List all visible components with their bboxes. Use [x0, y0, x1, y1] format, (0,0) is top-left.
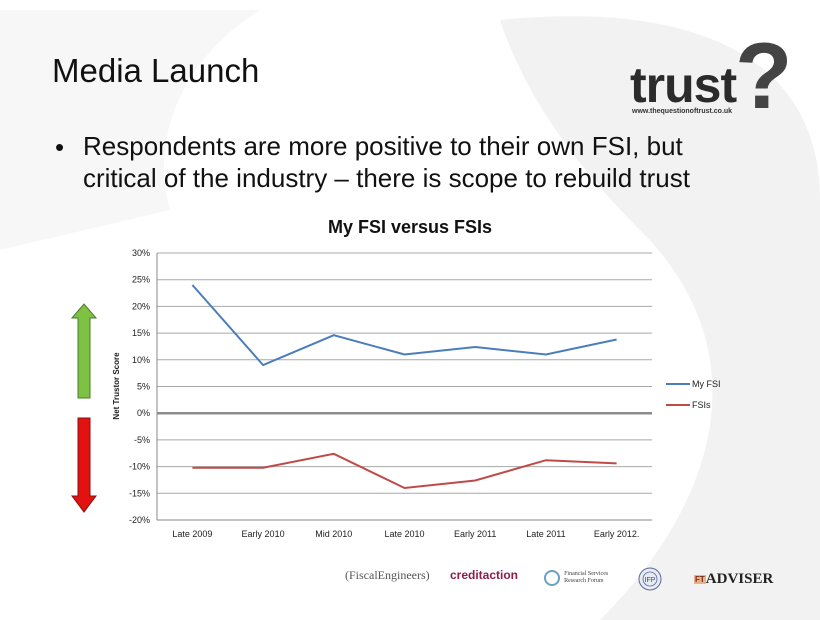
y-tick-label: -5% [134, 435, 150, 445]
fsrf-text: Financial Services Research Forum [564, 571, 609, 584]
y-tick-label: 30% [132, 248, 150, 258]
fsrf-circle-icon [544, 570, 560, 586]
trust-logo-url: www.thequestionoftrust.co.uk [632, 108, 733, 115]
creditaction-logo: creditaction [450, 568, 518, 582]
legend-label: My FSI [692, 379, 721, 389]
ft-adviser-logo: FTADVISER [694, 571, 773, 588]
chart-series [191, 284, 617, 490]
y-tick-label: -10% [129, 462, 150, 472]
x-tick-label: Mid 2010 [315, 529, 352, 539]
x-tick-label: Late 2010 [384, 529, 424, 539]
y-tick-label: -15% [129, 488, 150, 498]
slide-title: Media Launch [52, 52, 260, 89]
chart-legend: My FSI FSIs [666, 379, 721, 410]
series-line-fsis [192, 452, 617, 490]
ifp-seal-text: IFP [645, 577, 656, 584]
chart-title: My FSI versus FSIs [327, 217, 493, 237]
y-axis-label: Net Trustor Score [112, 352, 121, 420]
ifp-seal-logo: IFP [638, 567, 662, 594]
ft-badge-icon: FT [694, 575, 706, 584]
y-tick-label: 10% [132, 355, 150, 365]
x-tick-label: Early 2011 [454, 529, 496, 539]
fiscal-engineers-text: FiscalEngineers [349, 568, 426, 582]
bullet-icon: • [55, 132, 65, 162]
y-tick-label: 15% [132, 328, 150, 338]
series-line-my-fsi [191, 284, 617, 367]
x-tick-label: Early 2012. [594, 529, 640, 539]
fsrf-logo: Financial Services Research Forum [543, 569, 624, 587]
x-tick-label: Early 2010 [242, 529, 285, 539]
ifp-seal-icon: IFP [638, 567, 662, 591]
y-tick-label: -20% [129, 515, 150, 525]
x-tick-label: Late 2009 [172, 529, 212, 539]
fiscal-engineers-logo: (FiscalEngineers) [345, 568, 430, 582]
trust-logo-question-mark: ? [735, 23, 793, 128]
legend-label: FSIs [692, 400, 711, 410]
bullet-text: Respondents are more positive to their o… [83, 131, 690, 193]
up-arrow-icon [70, 303, 98, 399]
trust-logo-word: trust [630, 57, 737, 113]
y-tick-label: 5% [137, 382, 150, 392]
down-arrow-icon [71, 417, 97, 513]
chart-gridlines [157, 252, 652, 521]
y-tick-label: 0% [137, 408, 150, 418]
x-tick-label: Late 2011 [526, 529, 565, 539]
ft-adviser-text: ADVISER [705, 571, 774, 587]
chart-axes: 30% 25% 20% 15% 10% 5% 0% -5% -10% -15% -20% Late 2… [129, 248, 652, 539]
y-tick-label: 20% [132, 301, 150, 311]
y-tick-label: 25% [132, 275, 150, 285]
creditaction-text: creditaction [450, 568, 519, 582]
